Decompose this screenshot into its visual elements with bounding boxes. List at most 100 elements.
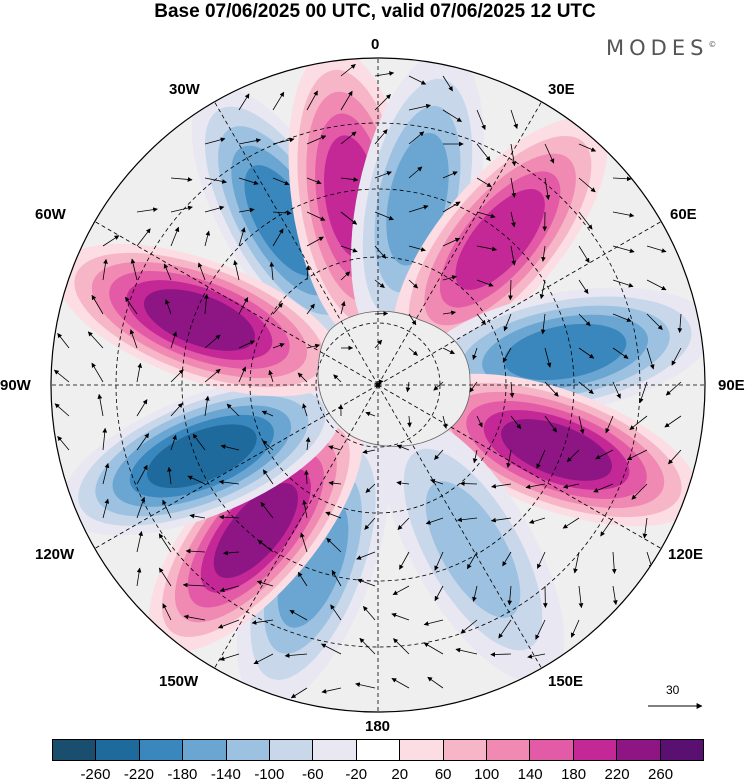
wind-arrow (57, 332, 70, 349)
wind-arrow (102, 258, 108, 281)
wind-arrow (218, 479, 240, 485)
wind-arrow (204, 205, 225, 213)
anomaly-contour (277, 499, 349, 628)
brand-logo: MODES© (606, 36, 716, 60)
meridian-line (214, 384, 379, 669)
wind-arrow (408, 279, 419, 289)
wind-arrow (595, 449, 614, 460)
wind-arrow (91, 294, 104, 315)
wind-arrow (305, 436, 311, 451)
colorbar-swatch (660, 740, 704, 760)
latitude-circle (115, 122, 641, 648)
wind-arrow (257, 539, 274, 553)
lon-label-60w: 60W (35, 206, 66, 223)
wind-arrow (476, 143, 491, 162)
wind-arrow (626, 449, 648, 461)
wind-arrow (510, 109, 518, 129)
wind-arrow (430, 478, 444, 485)
wind-arrow (457, 517, 478, 523)
colorbar-swatch (356, 740, 401, 760)
wind-arrow (262, 440, 274, 451)
colorbar-tick-label: -180 (167, 766, 198, 783)
meridian-line (214, 101, 379, 386)
wind-arrow (136, 567, 142, 587)
colorbar-tick-label: 220 (604, 766, 630, 783)
wind-arrow (362, 606, 376, 621)
wind-arrow (272, 302, 283, 315)
wind-arrow (434, 585, 444, 602)
wind-arrow (204, 177, 227, 184)
wind-arrow (204, 293, 209, 315)
wind-arrow (297, 571, 308, 587)
meridian-line (94, 221, 379, 386)
wind-arrow (442, 415, 448, 429)
wind-arrow (374, 279, 385, 289)
colorbar-tick-label: 60 (434, 766, 452, 783)
wind-arrow (510, 177, 517, 198)
wind-arrow (204, 395, 210, 417)
wind-arrow (612, 176, 632, 182)
wind-arrow (272, 343, 285, 349)
wind-arrow (664, 415, 682, 428)
anomaly-lobe (57, 243, 342, 397)
wind-arrow (593, 483, 614, 493)
colorbar-swatch (617, 740, 661, 760)
wind-arrow (238, 366, 247, 383)
wind-arrow (226, 403, 240, 417)
wind-arrow (491, 483, 512, 489)
wind-arrow (204, 137, 226, 145)
latitude-circle (249, 256, 507, 514)
wind-arrow (578, 245, 590, 264)
lon-label-150w: 150W (159, 673, 199, 690)
meridian-line (377, 101, 542, 386)
wind-arrow (570, 619, 580, 638)
wind-arrow (540, 313, 546, 335)
colorbar-tick-label: 140 (517, 766, 543, 783)
wind-arrow (631, 483, 648, 500)
wind-arrow (130, 258, 138, 281)
wind-arrow (374, 339, 383, 349)
wind-arrow (306, 177, 322, 185)
wind-arrow (442, 275, 457, 281)
meridian-line (94, 384, 379, 549)
wind-arrow (562, 517, 580, 529)
colorbar-tick-label: -20 (345, 766, 368, 783)
wind-arrow (300, 532, 308, 553)
wind-arrow (408, 75, 427, 85)
wind-arrow (396, 480, 410, 486)
wind-arrow (578, 585, 584, 609)
wind-arrow (170, 434, 177, 451)
anomaly-contour (146, 424, 257, 489)
wind-arrow (326, 537, 342, 553)
wind-arrow (340, 211, 358, 225)
colorbar-tick-label: 100 (474, 766, 500, 783)
wind-arrow (407, 415, 412, 428)
colorbar-swatch (400, 740, 444, 760)
wind-arrow (306, 303, 315, 315)
wind-arrow (328, 445, 342, 451)
wind-arrow (665, 381, 682, 396)
wind-arrow (362, 449, 376, 455)
wind-arrow (365, 411, 376, 417)
lon-label-60e: 60E (670, 206, 697, 223)
wind-arrow (600, 517, 614, 537)
wind-arrow (405, 381, 411, 393)
wind-arrow (612, 279, 634, 288)
wind-arrow (509, 381, 515, 398)
wind-arrow (217, 619, 240, 629)
wind-arrow (306, 236, 324, 247)
wind-arrow (170, 331, 178, 349)
wind-arrow (578, 313, 591, 327)
wind-arrow (507, 585, 513, 606)
wind-arrow (302, 403, 308, 417)
wind-arrow (476, 109, 486, 130)
wind-arrow (612, 313, 632, 322)
wind-arrow (87, 331, 104, 349)
wind-arrow (578, 211, 593, 230)
wind-arrow (408, 166, 423, 179)
wind-arrow (251, 619, 274, 625)
wind-arrow (165, 299, 172, 315)
wind-arrow (578, 381, 594, 395)
colorbar-tick-label: -60 (301, 766, 324, 783)
